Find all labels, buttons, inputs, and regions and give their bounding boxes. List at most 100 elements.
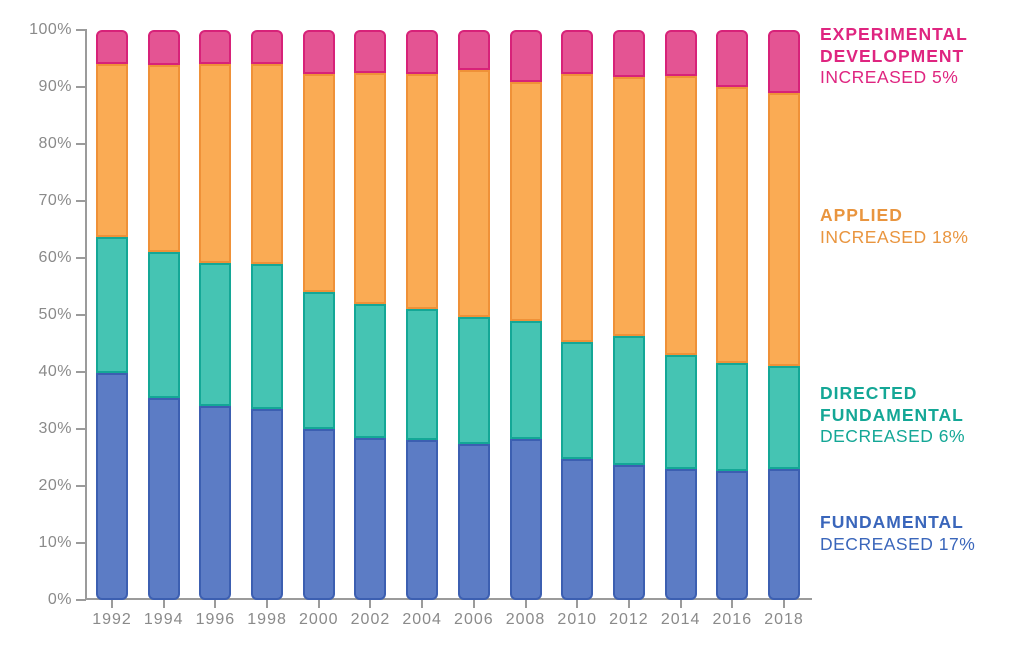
x-axis-tick bbox=[627, 600, 630, 608]
y-axis-tick bbox=[76, 371, 86, 373]
segment-2004-experimental-development bbox=[406, 30, 439, 74]
x-axis-line bbox=[85, 598, 812, 600]
segment-2000-directed-fundamental bbox=[302, 292, 335, 429]
segment-2016-experimental-development bbox=[716, 30, 749, 87]
segment-2000-experimental-development bbox=[302, 30, 335, 74]
legend-label-line: FUNDAMENTAL bbox=[820, 512, 964, 532]
x-axis-label: 2002 bbox=[350, 611, 391, 628]
segment-1992-experimental-development bbox=[96, 30, 128, 65]
x-axis-label: 1994 bbox=[143, 611, 184, 628]
x-axis-label: 2014 bbox=[660, 611, 701, 628]
legend-directed-fundamental: DIRECTED FUNDAMENTAL DECREASED 6% bbox=[820, 383, 1020, 448]
x-axis-label: 1996 bbox=[195, 611, 236, 628]
bar-2002 bbox=[354, 30, 387, 600]
legend-change-text: INCREASED 18% bbox=[820, 226, 969, 247]
segment-2012-fundamental bbox=[612, 464, 645, 600]
segment-1998-applied bbox=[251, 63, 284, 264]
x-axis-tick bbox=[524, 600, 527, 608]
y-axis-tick bbox=[76, 485, 86, 487]
segment-1996-applied bbox=[199, 64, 232, 263]
segment-1998-directed-fundamental bbox=[251, 263, 284, 410]
segment-1994-applied bbox=[147, 65, 180, 253]
bar-2010 bbox=[561, 30, 594, 600]
y-axis-label: 100% bbox=[29, 21, 72, 38]
segment-2014-fundamental bbox=[664, 469, 697, 600]
segment-2004-fundamental bbox=[406, 440, 439, 600]
legend-change-text: DECREASED 6% bbox=[820, 426, 966, 446]
bar-1996 bbox=[199, 30, 232, 600]
bar-1994 bbox=[147, 30, 180, 600]
segment-1996-fundamental bbox=[199, 406, 232, 600]
bar-2014 bbox=[664, 30, 697, 600]
segment-2002-fundamental bbox=[354, 438, 387, 600]
x-axis-tick bbox=[576, 600, 579, 608]
bar-2006 bbox=[457, 30, 490, 600]
segment-2010-applied bbox=[561, 74, 594, 342]
y-axis-label: 50% bbox=[38, 306, 72, 323]
y-axis-label: 70% bbox=[38, 192, 72, 209]
segment-1992-fundamental bbox=[96, 373, 128, 600]
segment-1998-experimental-development bbox=[251, 30, 284, 64]
y-axis-tick bbox=[76, 143, 86, 145]
bar-2016 bbox=[716, 30, 749, 600]
x-axis-label: 2016 bbox=[712, 611, 753, 628]
y-axis-tick bbox=[76, 542, 86, 544]
segment-2002-directed-fundamental bbox=[354, 304, 387, 439]
segment-1998-fundamental bbox=[251, 409, 284, 600]
x-axis-tick bbox=[782, 600, 785, 608]
bar-1992 bbox=[96, 30, 128, 600]
legend-label-line: EXPERIMENTAL bbox=[820, 24, 968, 44]
segment-2002-applied bbox=[354, 73, 387, 305]
segment-2018-experimental-development bbox=[767, 30, 800, 93]
legend-fundamental: FUNDAMENTAL DECREASED 17% bbox=[820, 512, 1020, 555]
legend-change-text: DECREASED 17% bbox=[820, 533, 976, 554]
legend-label-line: DIRECTED bbox=[820, 383, 918, 403]
bar-2018 bbox=[767, 30, 800, 600]
y-axis-tick bbox=[76, 86, 86, 88]
x-axis-tick bbox=[421, 600, 424, 608]
bar-2008 bbox=[509, 30, 542, 600]
x-axis-label: 2008 bbox=[505, 611, 546, 628]
segment-1996-directed-fundamental bbox=[199, 262, 232, 407]
segment-2006-experimental-development bbox=[457, 30, 490, 71]
segment-2008-applied bbox=[509, 81, 542, 321]
legend-change-text: INCREASED 5% bbox=[820, 67, 959, 87]
segment-1992-applied bbox=[96, 64, 128, 238]
segment-1992-directed-fundamental bbox=[96, 237, 128, 374]
segment-2002-experimental-development bbox=[354, 30, 387, 74]
segment-1994-experimental-development bbox=[147, 30, 180, 66]
segment-2014-applied bbox=[664, 75, 697, 356]
y-axis-tick bbox=[76, 428, 86, 430]
segment-2006-applied bbox=[457, 70, 490, 317]
segment-2018-applied bbox=[767, 92, 800, 367]
segment-2016-applied bbox=[716, 87, 749, 364]
segment-2012-directed-fundamental bbox=[612, 336, 645, 465]
segment-2004-directed-fundamental bbox=[406, 308, 439, 441]
x-axis-tick bbox=[266, 600, 269, 608]
x-axis-tick bbox=[369, 600, 372, 608]
segment-1994-fundamental bbox=[147, 397, 180, 600]
x-axis-tick bbox=[214, 600, 217, 608]
y-axis-label: 60% bbox=[38, 249, 72, 266]
segment-2006-directed-fundamental bbox=[457, 316, 490, 444]
y-axis-label: 40% bbox=[38, 363, 72, 380]
segment-1994-directed-fundamental bbox=[147, 252, 180, 398]
segment-2010-fundamental bbox=[561, 458, 594, 600]
legend-applied: APPLIED INCREASED 18% bbox=[820, 205, 1020, 248]
y-axis-label: 10% bbox=[38, 534, 72, 551]
y-axis-label: 20% bbox=[38, 477, 72, 494]
segment-2014-directed-fundamental bbox=[664, 355, 697, 470]
x-axis-tick bbox=[162, 600, 165, 608]
y-axis-label: 30% bbox=[38, 420, 72, 437]
x-axis-tick bbox=[111, 600, 113, 608]
legend-label-line: DEVELOPMENT bbox=[820, 45, 965, 66]
y-axis-tick bbox=[76, 29, 86, 31]
x-axis-label: 2010 bbox=[557, 611, 598, 628]
x-axis-label: 2012 bbox=[609, 611, 649, 628]
x-axis-label: 2006 bbox=[454, 611, 494, 628]
bar-2012 bbox=[612, 30, 645, 600]
segment-2012-experimental-development bbox=[612, 30, 645, 78]
segment-2014-experimental-development bbox=[664, 30, 697, 76]
segment-2000-applied bbox=[302, 73, 335, 293]
